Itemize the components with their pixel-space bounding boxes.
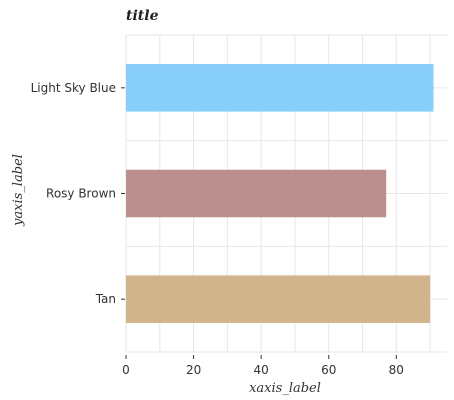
y-axis-label: yaxis_label (11, 154, 26, 227)
x-tick-label: 0 (122, 363, 130, 377)
bar-light-sky-blue (126, 64, 434, 112)
y-axis-ticks: Tan Rosy Brown Light Sky Blue (31, 81, 125, 306)
y-tick-label: Rosy Brown (46, 187, 116, 201)
bar-rosy-brown (126, 169, 387, 218)
bars (126, 64, 434, 323)
x-tick-label: 60 (321, 363, 336, 377)
x-tick-label: 40 (254, 363, 269, 377)
bar-tan (126, 275, 431, 323)
x-tick-label: 20 (186, 363, 201, 377)
y-tick-label: Tan (95, 292, 116, 306)
x-tick-label: 80 (389, 363, 404, 377)
x-axis-ticks: 0 20 40 60 80 (122, 355, 404, 377)
y-tick-label: Light Sky Blue (31, 81, 116, 95)
x-axis-label: xaxis_label (249, 381, 321, 396)
chart-title: title (126, 8, 159, 24)
